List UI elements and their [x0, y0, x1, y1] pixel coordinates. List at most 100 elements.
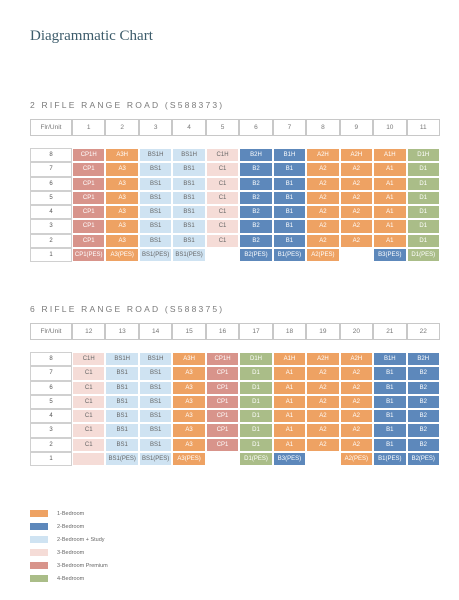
unit-number: 10: [373, 119, 407, 136]
unit-cell: C1: [205, 205, 240, 220]
unit-cell: A2: [339, 190, 374, 205]
unit-cell: B2(PES): [239, 247, 273, 262]
legend-label: 2-Bedroom + Study: [57, 536, 105, 543]
floor-label: 7: [30, 366, 72, 381]
unit-cell: B1: [373, 409, 407, 424]
unit-cell: A2: [306, 423, 340, 438]
unit-cell: CP1: [72, 176, 106, 191]
unit-number: 20: [339, 323, 374, 340]
unit-cell: B1: [373, 394, 407, 409]
unit-cell: A1: [373, 233, 407, 248]
unit-cell: CP1: [205, 366, 240, 381]
unit-cell: B1: [373, 423, 407, 438]
unit-cell: BS1: [138, 205, 173, 220]
unit-number: 11: [406, 119, 440, 136]
unit-number: 22: [406, 323, 440, 340]
unit-cell: C1: [72, 380, 106, 395]
legend-label: 3-Bedroom Premium: [57, 562, 108, 569]
unit-cell: BS1: [172, 176, 206, 191]
unit-cell: C1: [72, 423, 106, 438]
floor-label: 4: [30, 205, 72, 220]
unit-cell: A2: [306, 233, 340, 248]
unit-cell: B2: [239, 176, 273, 191]
unit-cell: A1: [373, 219, 407, 234]
unit-cell: C1: [72, 409, 106, 424]
unit-cell: A3: [172, 380, 206, 395]
unit-cell: B1: [272, 219, 307, 234]
unit-cell: A2: [339, 409, 374, 424]
unit-cell: A2(PES): [306, 247, 340, 262]
unit-cell: A2: [306, 205, 340, 220]
unit-cell: B1: [272, 190, 307, 205]
empty-unit: [306, 451, 340, 466]
floor-label: 3: [30, 423, 72, 438]
unit-cell: D1: [239, 366, 273, 381]
unit-cell: A3: [105, 219, 139, 234]
unit-cell: A2: [306, 380, 340, 395]
legend-label: 3-Bedroom: [57, 549, 85, 556]
unit-cell: BS1: [138, 219, 173, 234]
unit-cell: A1: [272, 437, 307, 452]
unit-cell: A3: [172, 423, 206, 438]
unit-cell: A2: [339, 366, 374, 381]
unit-cell: A2H: [339, 148, 374, 163]
unit-cell: CP1: [72, 205, 106, 220]
unit-cell: A1: [272, 380, 307, 395]
unit-cell: D1: [239, 394, 273, 409]
unit-cell: C1: [205, 219, 240, 234]
unit-cell: D1: [239, 423, 273, 438]
unit-cell: BS1: [105, 366, 139, 381]
unit-cell: BS1: [105, 423, 139, 438]
unit-cell: BS1: [105, 380, 139, 395]
header-label: Flr/Unit: [30, 119, 72, 136]
unit-cell: A2: [339, 162, 374, 177]
floor-label: 2: [30, 437, 72, 452]
unit-cell: A3: [105, 190, 139, 205]
unit-cell: A2: [339, 219, 374, 234]
legend-swatch: [30, 510, 48, 517]
unit-number: 16: [205, 323, 240, 340]
unit-cell: BS1: [105, 394, 139, 409]
legend-swatch: [30, 536, 48, 543]
unit-cell: A2: [339, 176, 374, 191]
unit-number: 4: [172, 119, 206, 136]
unit-cell: A3H: [172, 352, 206, 367]
unit-cell: D1: [406, 176, 440, 191]
unit-number: 9: [339, 119, 374, 136]
unit-cell: C1: [205, 190, 240, 205]
unit-cell: CP1: [205, 380, 240, 395]
unit-cell: B1H: [272, 148, 307, 163]
unit-cell: A2H: [306, 148, 340, 163]
unit-cell: BS1: [138, 190, 173, 205]
unit-cell: A3: [172, 394, 206, 409]
floor-label: 6: [30, 380, 72, 395]
empty-unit: [205, 451, 240, 466]
unit-cell: BS1: [172, 162, 206, 177]
unit-cell: A2: [306, 394, 340, 409]
unit-cell: A2: [339, 394, 374, 409]
unit-cell: A2: [306, 437, 340, 452]
unit-cell: B1: [373, 380, 407, 395]
unit-cell: D1H: [239, 352, 273, 367]
unit-cell: A3H: [105, 148, 139, 163]
unit-cell: BS1: [172, 233, 206, 248]
unit-cell: B2H: [406, 352, 440, 367]
unit-cell: A3: [172, 366, 206, 381]
unit-cell: BS1: [138, 366, 173, 381]
unit-cell: CP1: [205, 394, 240, 409]
unit-cell: A2(PES): [339, 451, 374, 466]
unit-cell: A1: [373, 162, 407, 177]
section-heading: 6 RIFLE RANGE ROAD (S588375): [30, 304, 225, 314]
unit-cell: D1: [406, 162, 440, 177]
unit-cell: D1H: [406, 148, 440, 163]
unit-cell: BS1: [138, 162, 173, 177]
floor-label: 8: [30, 352, 72, 367]
unit-cell: D1(PES): [239, 451, 273, 466]
empty-unit: [205, 247, 240, 262]
floor-label: 2: [30, 233, 72, 248]
unit-cell: A2H: [339, 352, 374, 367]
unit-cell: BS1H: [138, 352, 173, 367]
legend-label: 2-Bedroom: [57, 523, 85, 530]
unit-cell: B2: [406, 366, 440, 381]
